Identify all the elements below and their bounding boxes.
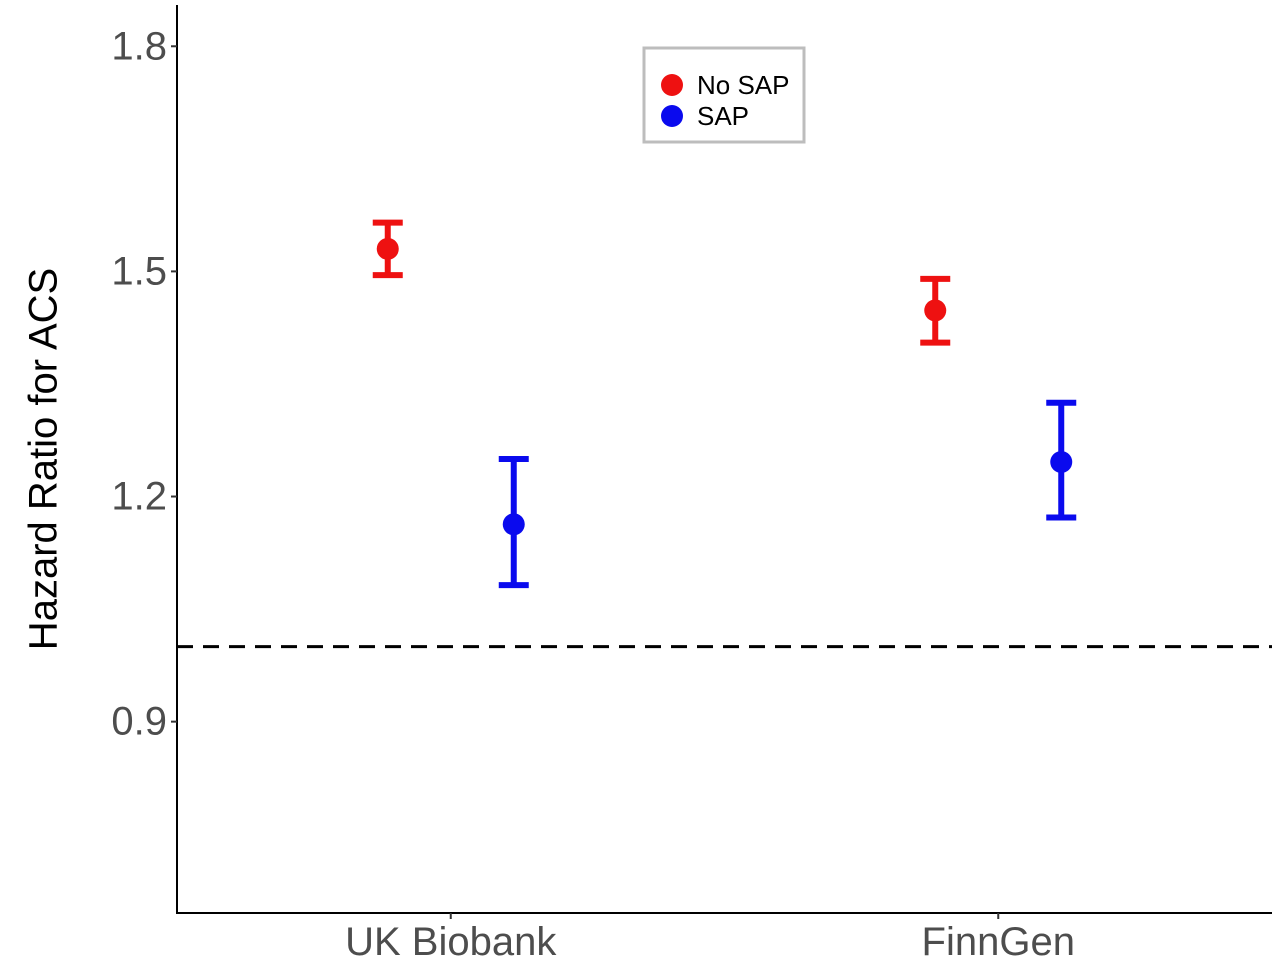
- plot-area: [177, 219, 1272, 649]
- x-tick-label: FinnGen: [922, 920, 1075, 962]
- y-axis-ticks: 0.9 1.2 1.5 1.8: [111, 24, 177, 744]
- legend-label: SAP: [697, 101, 749, 131]
- y-tick-label: 1.2: [111, 475, 167, 519]
- legend-swatch: [661, 105, 683, 127]
- data-point: [1050, 451, 1073, 474]
- axes: 0.9 1.2 1.5 1.8 UK Biobank FinnGen Hazard Ra…: [22, 5, 1272, 962]
- data-point: [502, 513, 525, 536]
- y-tick-label: 0.9: [111, 700, 167, 744]
- data-point: [376, 237, 399, 260]
- x-axis-ticks: UK Biobank FinnGen: [345, 913, 1075, 962]
- series-group: [372, 219, 951, 346]
- data-point: [924, 299, 947, 322]
- legend-swatch: [661, 74, 683, 96]
- y-axis-title: Hazard Ratio for ACS: [22, 268, 66, 650]
- y-tick-label: 1.8: [111, 24, 167, 68]
- legend-label: No SAP: [697, 70, 790, 100]
- series-group: [498, 399, 1077, 589]
- x-tick-label: UK Biobank: [345, 920, 557, 962]
- y-tick-label: 1.5: [111, 249, 167, 293]
